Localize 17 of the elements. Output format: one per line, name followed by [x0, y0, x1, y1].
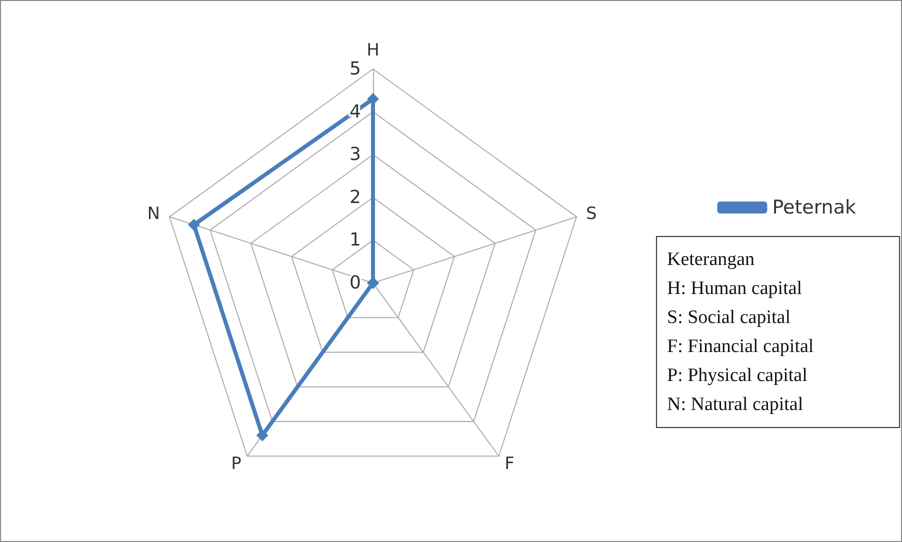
y-tick-label: 3 [350, 144, 361, 166]
y-tick-label: 2 [350, 186, 361, 208]
spoke-label: H [366, 40, 380, 60]
spoke-label: F [504, 454, 514, 474]
y-tick-label: 0 [350, 272, 361, 294]
text: F: Financial capital [667, 335, 815, 359]
text: Keterangan [667, 248, 756, 272]
text: H: Human capital [667, 277, 804, 301]
spoke-label: N [147, 204, 160, 224]
y-tick-label: 1 [350, 230, 361, 251]
legend-label: Peternak [772, 196, 856, 218]
text: S: Social capital [667, 306, 792, 330]
spoke-label: S [586, 204, 597, 224]
text: P: Physical capital [667, 364, 808, 388]
y-tick-label: 5 [350, 58, 361, 80]
text: N: Natural capital [667, 393, 804, 417]
spoke-label: P [231, 454, 242, 474]
